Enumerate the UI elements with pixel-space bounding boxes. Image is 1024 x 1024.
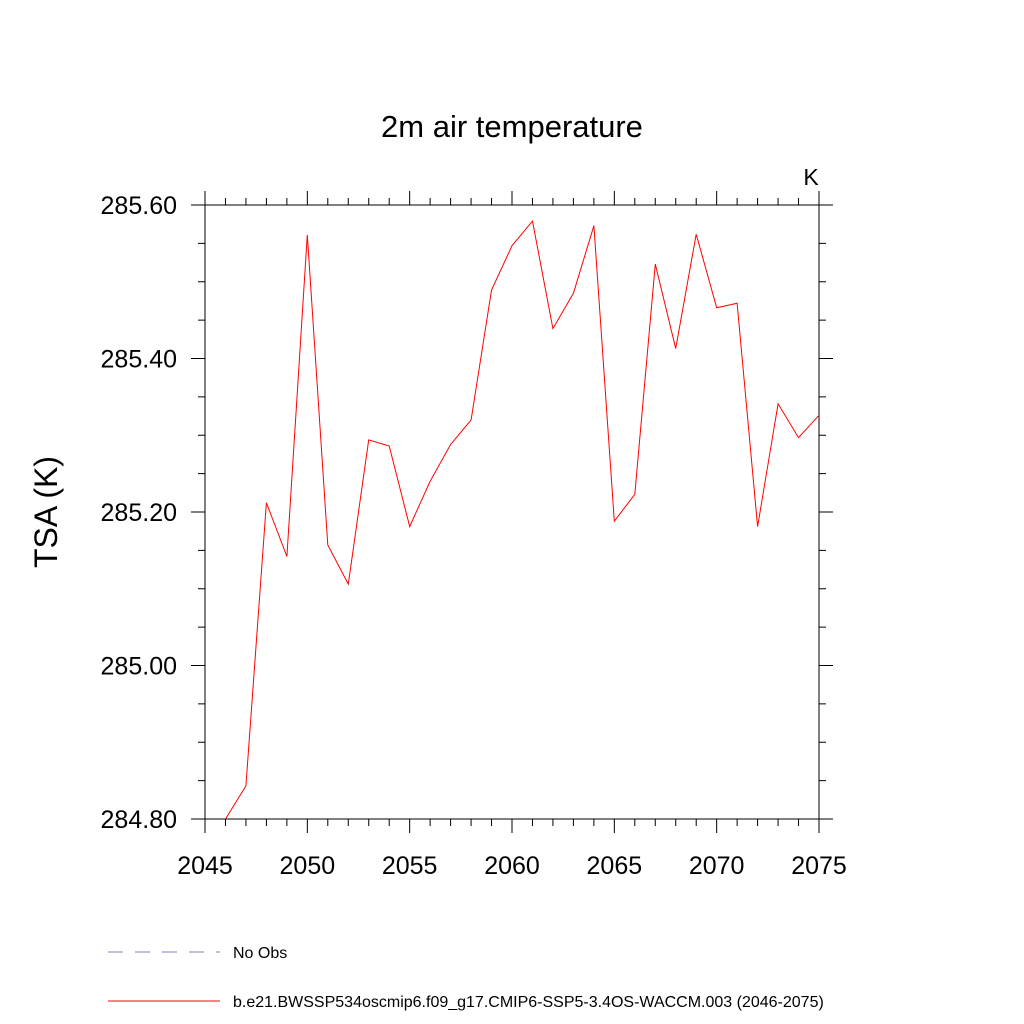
x-tick-label: 2060 [484, 852, 540, 880]
x-tick-label: 2045 [177, 852, 233, 880]
y-tick-label: 285.20 [101, 499, 177, 527]
axis-ticks [191, 191, 833, 833]
y-tick-label: 285.40 [101, 346, 177, 374]
y-tick-label: 284.80 [101, 806, 177, 834]
legend: No Obs b.e21.BWSSP534oscmip6.f09_g17.CMIP… [108, 945, 824, 1011]
y-axis-label: TSA (K) [28, 456, 64, 568]
plot-frame [204, 204, 820, 820]
series-line-0 [225, 219, 820, 820]
x-tick-label: 2075 [791, 852, 847, 880]
x-tick-label: 2050 [280, 852, 336, 880]
y-tick-label: 285.00 [101, 653, 177, 681]
legend-label-0: No Obs [233, 945, 287, 962]
series-group [225, 219, 820, 820]
axis-tick-labels: 2045 2050 2055 2060 2065 2070 2075 284.80 285.00… [101, 192, 847, 880]
y-tick-label: 285.60 [101, 192, 177, 220]
legend-label-1: b.e21.BWSSP534oscmip6.f09_g17.CMIP6-SSP5… [233, 994, 824, 1011]
units-label: K [803, 164, 819, 190]
x-tick-label: 2070 [689, 852, 745, 880]
x-tick-label: 2055 [382, 852, 438, 880]
x-tick-label: 2065 [587, 852, 643, 880]
chart-title: 2m air temperature [381, 109, 643, 144]
